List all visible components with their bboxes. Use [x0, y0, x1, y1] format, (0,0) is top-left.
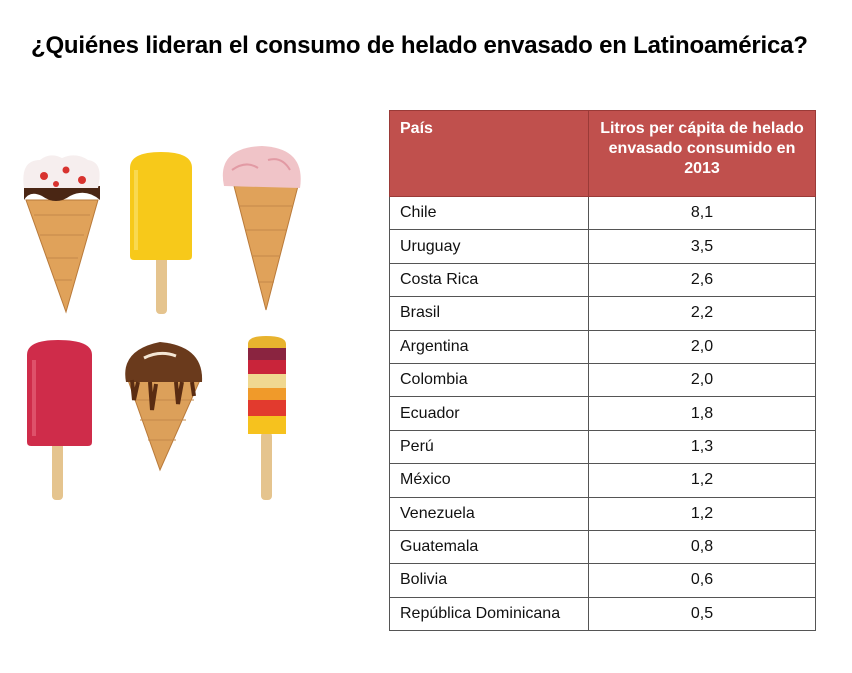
country-cell: Chile	[389, 195, 589, 231]
value-cell: 8,1	[588, 195, 816, 231]
value-cell: 0,8	[588, 529, 816, 565]
column-header-country: País	[389, 110, 589, 197]
table-row: México 1,2	[389, 463, 816, 498]
country-cell: México	[389, 463, 589, 498]
page-title: ¿Quiénes lideran el consumo de helado en…	[31, 32, 808, 59]
striped-popsicle-icon	[248, 336, 286, 500]
table-row: Perú 1,3	[389, 429, 816, 465]
value-cell: 2,6	[588, 262, 816, 298]
column-header-liters: Litros per cápita de helado envasado con…	[588, 110, 816, 197]
country-cell: Bolivia	[389, 563, 589, 598]
country-cell: Argentina	[389, 329, 589, 364]
table-row: Guatemala 0,8	[389, 529, 816, 565]
value-cell: 3,5	[588, 229, 816, 264]
country-cell: República Dominicana	[389, 596, 589, 632]
country-cell: Uruguay	[389, 229, 589, 264]
value-cell: 1,2	[588, 496, 816, 531]
table-row: Uruguay 3,5	[389, 229, 816, 264]
consumption-table: País Litros per cápita de helado envasad…	[389, 110, 816, 632]
ice-cream-cone-icon	[23, 155, 100, 314]
chocolate-cone-icon	[125, 342, 203, 472]
value-cell: 1,2	[588, 463, 816, 498]
value-cell: 0,6	[588, 563, 816, 598]
value-cell: 1,3	[588, 429, 816, 465]
value-cell: 0,5	[588, 596, 816, 632]
table-row: Argentina 2,0	[389, 329, 816, 364]
country-cell: Ecuador	[389, 396, 589, 431]
pink-ice-cream-cone-icon	[222, 146, 301, 311]
table-row: Bolivia 0,6	[389, 563, 816, 598]
value-cell: 1,8	[588, 396, 816, 431]
country-cell: Venezuela	[389, 496, 589, 531]
country-cell: Brasil	[389, 296, 589, 331]
table-row: Venezuela 1,2	[389, 496, 816, 531]
table-row: Brasil 2,2	[389, 296, 816, 331]
table-row: Ecuador 1,8	[389, 396, 816, 431]
table-row: Colombia 2,0	[389, 362, 816, 398]
table-row: Costa Rica 2,6	[389, 262, 816, 298]
value-cell: 2,0	[588, 362, 816, 398]
table-row: Chile 8,1	[389, 195, 816, 231]
value-cell: 2,0	[588, 329, 816, 364]
country-cell: Costa Rica	[389, 262, 589, 298]
country-cell: Colombia	[389, 362, 589, 398]
country-cell: Guatemala	[389, 529, 589, 565]
country-cell: Perú	[389, 429, 589, 465]
yellow-popsicle-icon	[130, 152, 192, 314]
value-cell: 2,2	[588, 296, 816, 331]
red-popsicle-icon	[27, 340, 92, 500]
table-row: República Dominicana 0,5	[389, 596, 816, 632]
table-header-row: País Litros per cápita de helado envasad…	[389, 110, 816, 197]
